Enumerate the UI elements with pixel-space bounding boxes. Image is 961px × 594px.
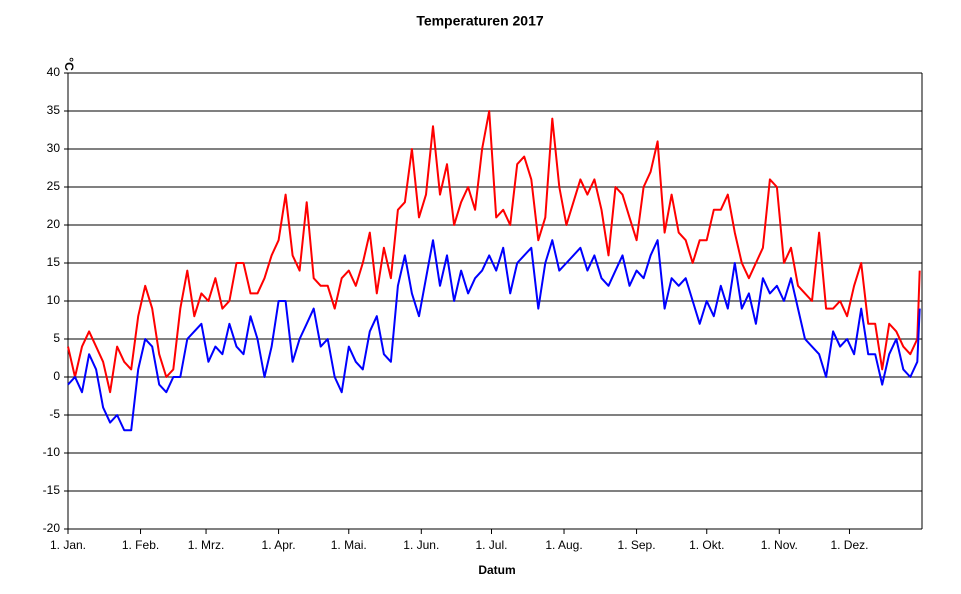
y-tick-label: -10 <box>43 445 61 459</box>
y-axis-label: °C <box>62 57 76 71</box>
x-tick-label: 1. Jan. <box>50 538 86 552</box>
y-tick-label: 25 <box>47 179 61 193</box>
x-tick-label: 1. Sep. <box>618 538 656 552</box>
x-tick-label: 1. Okt. <box>689 538 724 552</box>
y-tick-label: -20 <box>43 521 61 535</box>
y-tick-label: 20 <box>47 217 61 231</box>
x-tick-label: 1. Feb. <box>122 538 159 552</box>
x-axis-label: Datum <box>478 563 515 577</box>
chart-title: Temperaturen 2017 <box>416 13 544 29</box>
y-tick-label: 40 <box>47 65 61 79</box>
x-tick-label: 1. Aug. <box>545 538 582 552</box>
x-tick-label: 1. Apr. <box>262 538 296 552</box>
x-tick-label: 1. Nov. <box>761 538 798 552</box>
y-tick-label: -15 <box>43 483 61 497</box>
x-tick-label: 1. Mai. <box>331 538 367 552</box>
y-tick-label: -5 <box>49 407 60 421</box>
y-tick-label: 0 <box>53 369 60 383</box>
temperature-line <box>67 239 921 432</box>
x-tick-label: 1. Jul. <box>475 538 507 552</box>
y-tick-label: 10 <box>47 293 61 307</box>
x-tick-label: 1. Dez. <box>830 538 868 552</box>
y-tick-label: 15 <box>47 255 61 269</box>
y-tick-label: 5 <box>53 331 60 345</box>
x-tick-label: 1. Jun. <box>403 538 439 552</box>
temperature-line <box>67 110 921 394</box>
y-tick-label: 30 <box>47 141 61 155</box>
y-tick-label: 35 <box>47 103 61 117</box>
x-tick-label: 1. Mrz. <box>188 538 225 552</box>
